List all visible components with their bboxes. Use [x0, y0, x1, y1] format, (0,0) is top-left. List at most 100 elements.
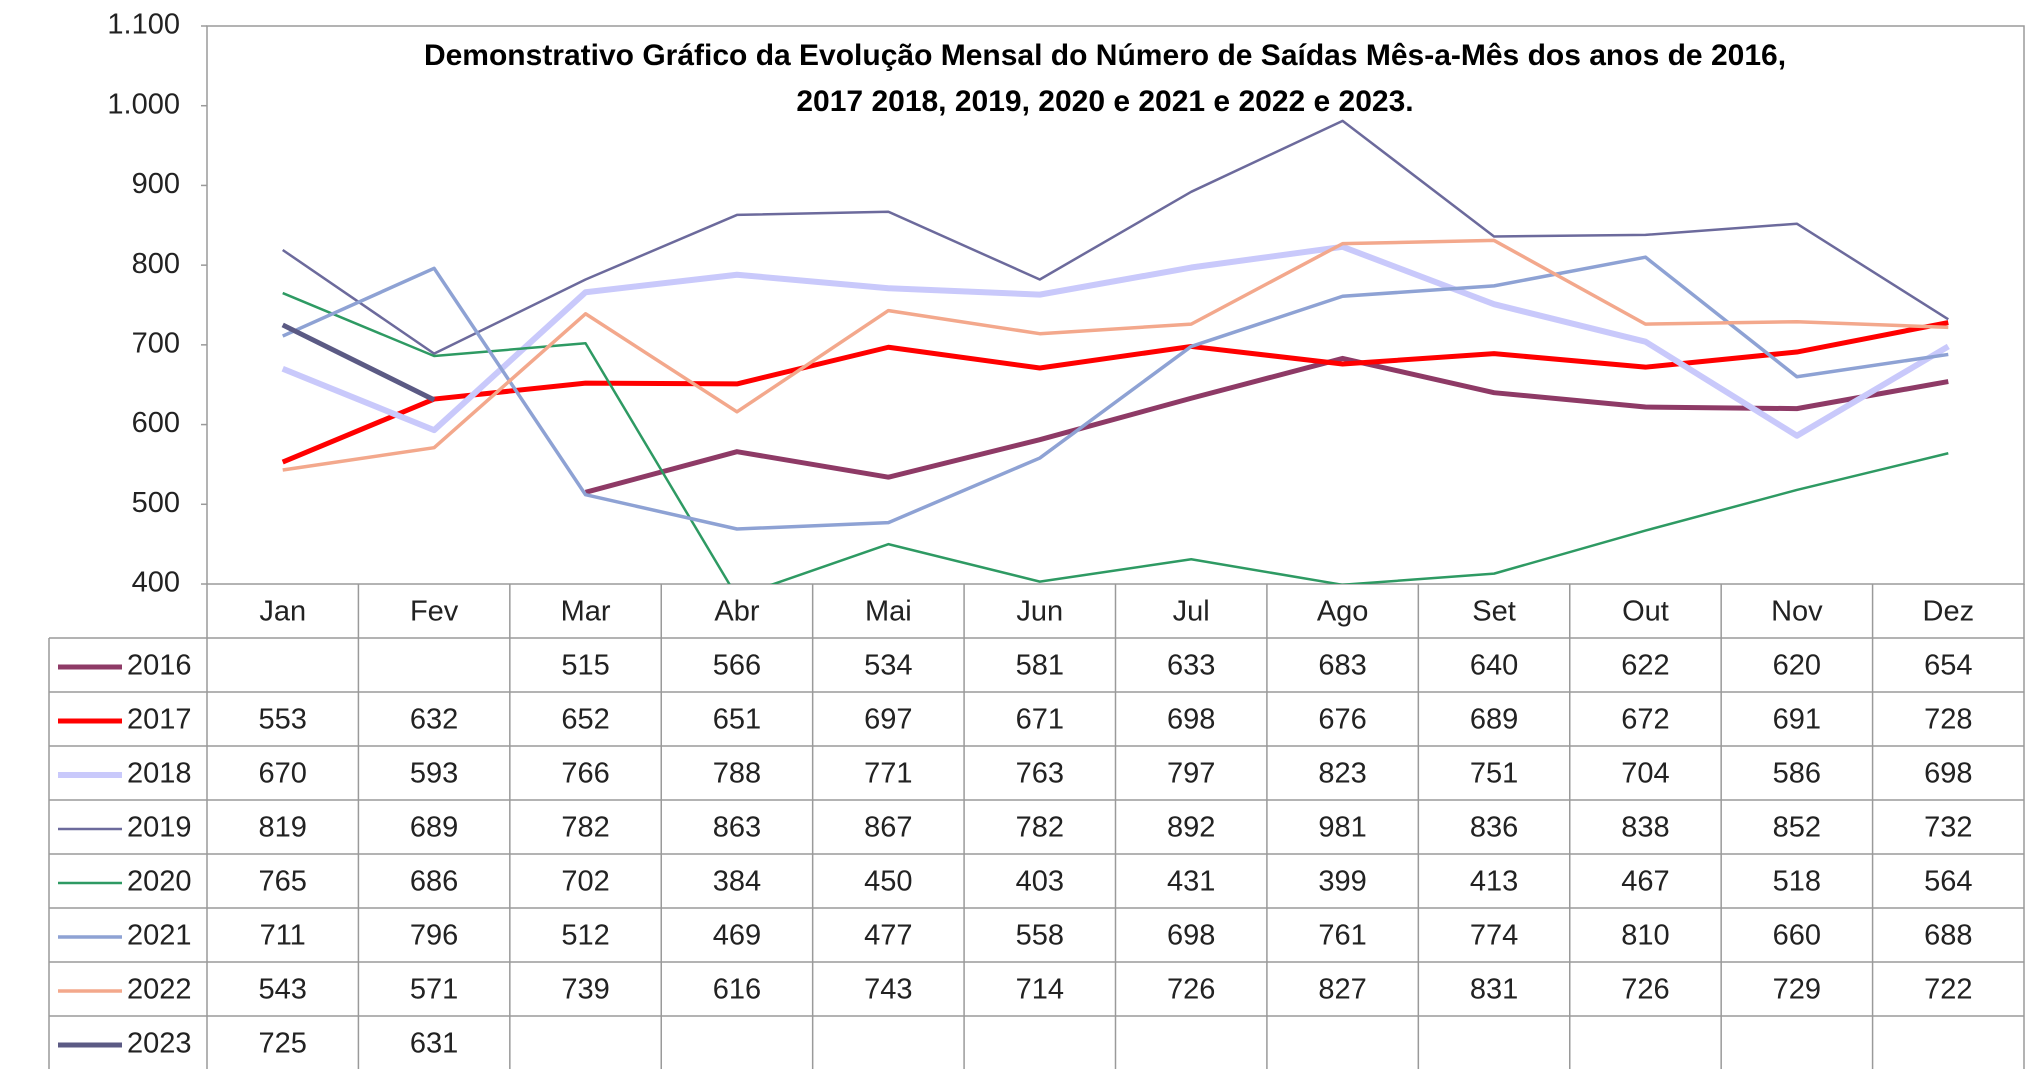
table-value: 632	[410, 704, 458, 736]
y-tick-label: 400	[132, 567, 180, 599]
lines	[281, 119, 1950, 584]
x-tick-label: Mar	[561, 596, 611, 628]
y-tick-label: 1.100	[107, 9, 180, 41]
table-value: 558	[1016, 920, 1064, 952]
x-tick-label: Abr	[714, 596, 759, 628]
table-value: 652	[561, 704, 609, 736]
table-value: 698	[1167, 704, 1215, 736]
legend-label: 2016	[127, 650, 192, 682]
table-value: 670	[259, 758, 307, 790]
table-value: 633	[1167, 650, 1215, 682]
series-line	[584, 355, 1949, 495]
table-value: 686	[410, 866, 458, 898]
table-value: 631	[410, 1028, 458, 1060]
table-value: 431	[1167, 866, 1215, 898]
table-value: 697	[864, 704, 912, 736]
table-value: 852	[1773, 812, 1821, 844]
table-value: 863	[713, 812, 761, 844]
table-value: 761	[1318, 920, 1366, 952]
table-value: 403	[1016, 866, 1064, 898]
table-value: 671	[1016, 704, 1064, 736]
y-tick-label: 500	[132, 487, 180, 519]
legend-label: 2022	[127, 974, 192, 1006]
table-value: 622	[1621, 650, 1669, 682]
legend-label: 2017	[127, 704, 192, 736]
table-value: 413	[1470, 866, 1518, 898]
x-tick-label: Out	[1622, 596, 1669, 628]
table-value: 714	[1016, 974, 1064, 1006]
x-tick-label: Mai	[865, 596, 912, 628]
table-value: 543	[259, 974, 307, 1006]
table-value: 469	[713, 920, 761, 952]
table-value: 722	[1924, 974, 1972, 1006]
chart-title: 2017 2018, 2019, 2020 e 2021 e 2022 e 20…	[796, 85, 1413, 118]
table-value: 512	[561, 920, 609, 952]
table-value: 683	[1318, 650, 1366, 682]
table-value: 689	[1470, 704, 1518, 736]
series-line	[282, 291, 1949, 584]
table-value: 566	[713, 650, 761, 682]
x-tick-label: Dez	[1923, 596, 1975, 628]
table-value: 819	[259, 812, 307, 844]
chart-title: Demonstrativo Gráfico da Evolução Mensal…	[424, 39, 1786, 72]
table-value: 702	[561, 866, 609, 898]
table-value: 651	[713, 704, 761, 736]
table-value: 654	[1924, 650, 1972, 682]
table-value: 620	[1773, 650, 1821, 682]
table-value: 676	[1318, 704, 1366, 736]
table-value: 450	[864, 866, 912, 898]
x-tick-label: Fev	[410, 596, 459, 628]
table-value: 640	[1470, 650, 1518, 682]
table-value: 518	[1773, 866, 1821, 898]
table-value: 729	[1773, 974, 1821, 1006]
y-tick-label: 700	[132, 328, 180, 360]
table-value: 981	[1318, 812, 1366, 844]
table-value: 726	[1167, 974, 1215, 1006]
table-value: 698	[1924, 758, 1972, 790]
table-value: 763	[1016, 758, 1064, 790]
series-line	[281, 322, 436, 403]
table-value: 571	[410, 974, 458, 1006]
table-value: 732	[1924, 812, 1972, 844]
y-tick-label: 800	[132, 248, 180, 280]
x-tick-label: Nov	[1771, 596, 1823, 628]
table-value: 477	[864, 920, 912, 952]
table-value: 836	[1470, 812, 1518, 844]
table-value: 867	[864, 812, 912, 844]
table-value: 726	[1621, 974, 1669, 1006]
table-value: 691	[1773, 704, 1821, 736]
y-tick-label: 900	[132, 168, 180, 200]
table-value: 892	[1167, 812, 1215, 844]
x-tick-label: Set	[1472, 596, 1516, 628]
y-tick-label: 1.000	[107, 88, 180, 120]
table-value: 725	[259, 1028, 307, 1060]
table-value: 399	[1318, 866, 1366, 898]
table-value: 751	[1470, 758, 1518, 790]
x-tick-label: Jan	[259, 596, 306, 628]
table-value: 689	[410, 812, 458, 844]
table-value: 810	[1621, 920, 1669, 952]
y-tick-label: 600	[132, 407, 180, 439]
x-tick-label: Ago	[1317, 596, 1369, 628]
table-value: 586	[1773, 758, 1821, 790]
table-value: 774	[1470, 920, 1518, 952]
series-line	[281, 255, 1949, 531]
table-value: 765	[259, 866, 307, 898]
table-value: 688	[1924, 920, 1972, 952]
table-value: 593	[410, 758, 458, 790]
table-value: 534	[864, 650, 912, 682]
legend-label: 2018	[127, 758, 192, 790]
table-value: 739	[561, 974, 609, 1006]
table-value: 384	[713, 866, 761, 898]
table-value: 698	[1167, 920, 1215, 952]
table-value: 766	[561, 758, 609, 790]
table-value: 782	[1016, 812, 1064, 844]
table-value: 796	[410, 920, 458, 952]
table-value: 823	[1318, 758, 1366, 790]
table-value: 467	[1621, 866, 1669, 898]
table-value: 711	[260, 920, 306, 952]
table-value: 797	[1167, 758, 1215, 790]
table-value: 831	[1470, 974, 1518, 1006]
table-value: 564	[1924, 866, 1972, 898]
